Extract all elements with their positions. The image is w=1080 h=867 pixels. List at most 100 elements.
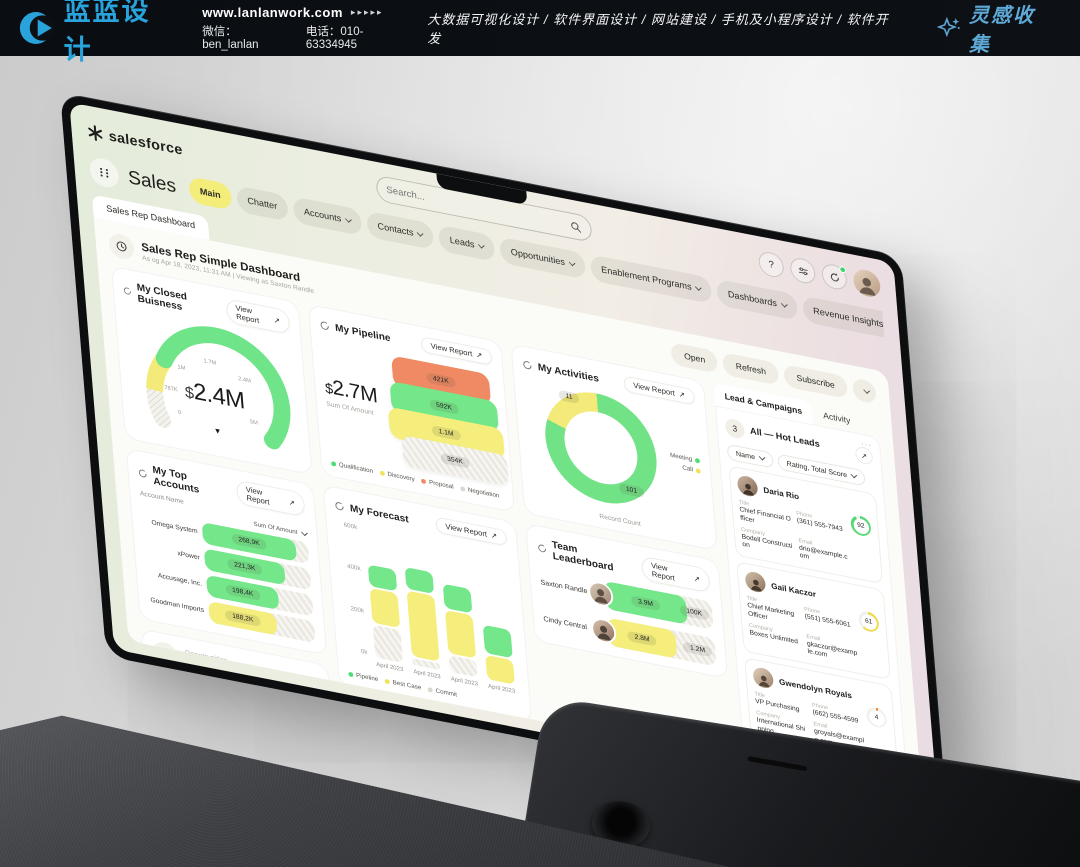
gauge-chart: 0 787K 1M 1.7M 2.4M 5M $2.4M ▼	[124, 304, 303, 463]
subscribe-button[interactable]: Subscribe	[783, 364, 849, 399]
laptop-vent-slot	[747, 755, 808, 772]
collect-label: 灵感收集	[969, 5, 1036, 56]
leads-list-title[interactable]: All — Hot Leads	[749, 425, 821, 450]
brand-logo: 蓝蓝设计	[18, 0, 178, 67]
person-icon	[594, 589, 609, 605]
leads-sidebar: Lead & Campaigns Activity 3 All — Hot Le…	[713, 382, 908, 778]
leads-count-badge: 3	[724, 416, 746, 440]
person-icon	[758, 675, 770, 688]
avatar	[736, 474, 759, 498]
view-report-button[interactable]: View Report ↗	[640, 555, 711, 594]
down-triangle-icon: ▼	[213, 425, 222, 436]
website-link[interactable]: www.lanlanwork.com	[202, 5, 343, 20]
chevron-down-icon	[850, 471, 858, 479]
leaderboard-row: Saxton Randle	[539, 568, 714, 630]
chevron-down-icon	[568, 259, 576, 266]
notification-dot	[839, 265, 847, 274]
refresh-widget-icon[interactable]	[319, 320, 329, 331]
bar-value: 221,3K	[227, 558, 263, 576]
lead-card[interactable]: Gail Kaczor Title Chief Marketing Office…	[736, 561, 891, 681]
nav-tab-leads[interactable]: Leads	[438, 224, 496, 262]
refresh-widget-icon[interactable]	[334, 500, 344, 511]
lead-card[interactable]: Daria Rio Title Chief Financial Officer …	[728, 465, 884, 585]
settings-button[interactable]	[789, 256, 817, 286]
arrow-up-right-icon: ↗	[490, 530, 498, 541]
help-button[interactable]: ?	[757, 249, 785, 280]
bar-value: 3.9M	[630, 594, 661, 611]
nav-tab-contacts[interactable]: Contacts	[365, 210, 435, 250]
bar-tail-value: 100K	[679, 604, 710, 621]
salesforce-wordmark: salesforce	[108, 127, 184, 159]
main-nav: Sales Main Chatter Accounts Contacts	[88, 153, 885, 341]
opportunities-label: Oppotrunities	[184, 648, 228, 665]
open-button[interactable]: Open	[670, 342, 719, 374]
notifications-button[interactable]	[820, 262, 848, 292]
arrow-up-right-icon: ↗	[693, 573, 701, 584]
forecast-chart: 600k 400k 200k 0k	[343, 521, 516, 695]
more-actions-button[interactable]	[851, 377, 877, 405]
view-report-button[interactable]: View Report ↗	[420, 336, 493, 366]
arrow-up-right-icon: ↗	[860, 450, 868, 461]
nav-tab-accounts[interactable]: Accounts	[292, 196, 363, 236]
leaderboard-row: Cindy Central	[542, 605, 717, 667]
inspiration-collect[interactable]: 灵感收集	[937, 0, 1056, 57]
forecast-bar	[367, 564, 404, 663]
gauge-tick: 0	[177, 410, 182, 417]
nav-tab-opportunities[interactable]: Opportunities	[499, 236, 587, 280]
briefcase-icon-wrap	[151, 639, 179, 670]
bar-value: 268,9K	[231, 533, 267, 551]
lead-name: Daria Rio	[762, 484, 800, 501]
bar-value: 198,4K	[225, 583, 261, 601]
photo-scene: salesforce ?	[0, 56, 1080, 867]
bar-value: 592K	[429, 398, 459, 415]
widget-team-leaderboard: Team Leaderboard View Report ↗ Saxton Ra…	[525, 522, 729, 679]
app-launcher-button[interactable]	[88, 155, 120, 190]
refresh-widget-icon[interactable]	[522, 359, 532, 370]
name-filter[interactable]: Name	[726, 443, 774, 469]
refresh-widget-icon[interactable]	[138, 468, 148, 479]
nav-tab-main[interactable]: Main	[188, 176, 233, 211]
sparkle-star-icon	[937, 16, 961, 38]
arrow-up-right-icon: ↗	[273, 315, 281, 325]
chevron-down-icon	[417, 229, 424, 237]
clock-icon	[116, 241, 127, 252]
search-bar[interactable]	[374, 174, 593, 243]
banner-contact: www.lanlanwork.com ▸▸▸▸▸ 微信：ben_lanlan 电…	[202, 5, 413, 51]
widget-title: My Forecast	[349, 502, 409, 525]
nav-tab-dashboards[interactable]: Dashboards	[716, 278, 799, 321]
laptop-display: salesforce ?	[69, 102, 939, 810]
salesforce-logo: salesforce	[86, 123, 269, 175]
nav-tab-chatter[interactable]: Chatter	[235, 185, 289, 222]
person-icon	[597, 625, 612, 641]
sliders-icon	[798, 267, 808, 275]
grid-dots-icon	[100, 167, 109, 178]
person-icon	[742, 483, 754, 496]
activities-legend: Meeting Call	[670, 452, 701, 478]
forecast-bar	[442, 583, 478, 678]
phone-label: 电话：010-63334945	[305, 26, 364, 51]
avatar	[744, 570, 767, 594]
lead-score: 61	[864, 617, 873, 626]
wechat-label: 微信：ben_lanlan	[202, 26, 259, 51]
nav-tab-revenue-insights[interactable]: Revenue Insights	[801, 295, 885, 340]
refresh-widget-icon[interactable]	[123, 286, 132, 297]
user-avatar[interactable]	[852, 267, 882, 299]
arrow-up-right-icon: ↗	[475, 350, 483, 361]
chevron-down-icon	[301, 529, 308, 537]
avatar	[752, 666, 775, 690]
lead-name: Gail Kaczor	[770, 580, 817, 599]
forecast-bar	[482, 624, 515, 685]
arrows-decoration: ▸▸▸▸▸	[350, 7, 384, 17]
bar-value: 2.8M	[627, 630, 657, 647]
chevron-down-icon	[758, 453, 766, 461]
refresh-widget-icon[interactable]	[537, 543, 547, 554]
laptop: salesforce ?	[60, 92, 948, 820]
chevron-down-icon	[478, 241, 485, 249]
arrow-up-right-icon: ↗	[678, 389, 686, 400]
services-list: 大数据可视化设计 / 软件界面设计 / 网站建设 / 手机及小程序设计 / 软件…	[427, 12, 889, 46]
lead-card[interactable]: Gwendolyn Royals Title VP Purchasing Pho…	[744, 657, 899, 768]
chevron-down-icon	[780, 300, 788, 308]
avatar	[587, 579, 615, 609]
forecast-bar	[404, 566, 441, 671]
refresh-button[interactable]: Refresh	[722, 352, 780, 386]
